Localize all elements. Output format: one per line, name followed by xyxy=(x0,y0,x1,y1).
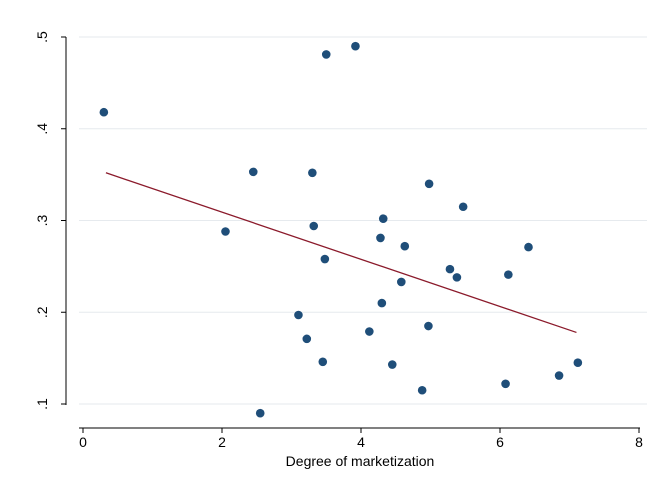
scatter-point-3 xyxy=(255,408,265,418)
scatter-point-10 xyxy=(321,50,331,59)
y-tick-label-1: .2 xyxy=(34,306,50,318)
scatter-point-15 xyxy=(378,214,388,223)
scatter-point-11 xyxy=(351,41,360,51)
scatter-point-0 xyxy=(99,107,109,117)
x-axis-title: Degree of marketization xyxy=(286,453,435,469)
axes xyxy=(65,37,640,429)
scatter-point-14 xyxy=(377,298,387,308)
scatter-point-7 xyxy=(309,221,319,231)
scatter-point-6 xyxy=(308,168,317,178)
scatter-point-1 xyxy=(221,227,230,236)
x-tick-label-2: 4 xyxy=(357,434,365,450)
x-tick-label-1: 2 xyxy=(218,434,226,450)
fit-line-layer xyxy=(105,172,577,334)
y-axis-ticks: .1 .2 .3 .4 .5 xyxy=(34,31,66,410)
scatter-point-16 xyxy=(387,360,397,369)
scatter-point-28 xyxy=(554,371,564,380)
scatter-point-24 xyxy=(458,202,468,212)
scatter-point-20 xyxy=(424,321,433,331)
scatter-point-2 xyxy=(248,167,258,177)
scatter-point-23 xyxy=(452,273,462,282)
scatter-point-13 xyxy=(376,233,385,243)
scatter-point-25 xyxy=(501,379,510,389)
scatter-point-9 xyxy=(320,254,330,264)
scatter-point-21 xyxy=(424,179,434,189)
x-tick-label-3: 6 xyxy=(496,434,504,450)
grid-lines xyxy=(79,36,647,405)
scatter-point-12 xyxy=(365,327,374,336)
scatter-point-5 xyxy=(302,334,312,344)
scatter-point-19 xyxy=(417,385,427,395)
scatter-point-17 xyxy=(397,277,406,287)
scatter-point-4 xyxy=(294,310,303,320)
x-axis-ticks: 0 2 4 6 8 xyxy=(79,428,643,450)
scatter-point-18 xyxy=(400,241,410,251)
y-tick-label-3: .4 xyxy=(34,123,50,135)
data-points xyxy=(99,41,583,418)
scatter-point-27 xyxy=(524,242,533,252)
x-tick-label-4: 8 xyxy=(635,434,643,450)
fit-line xyxy=(105,172,577,334)
scatter-point-26 xyxy=(504,270,513,279)
scatter-point-8 xyxy=(318,357,328,367)
scatter-point-29 xyxy=(573,358,583,368)
y-tick-label-4: .5 xyxy=(34,31,50,43)
y-tick-label-0: .1 xyxy=(34,398,50,410)
scatter-point-22 xyxy=(445,264,455,274)
y-tick-label-2: .3 xyxy=(34,214,50,226)
x-tick-label-0: 0 xyxy=(79,434,87,450)
